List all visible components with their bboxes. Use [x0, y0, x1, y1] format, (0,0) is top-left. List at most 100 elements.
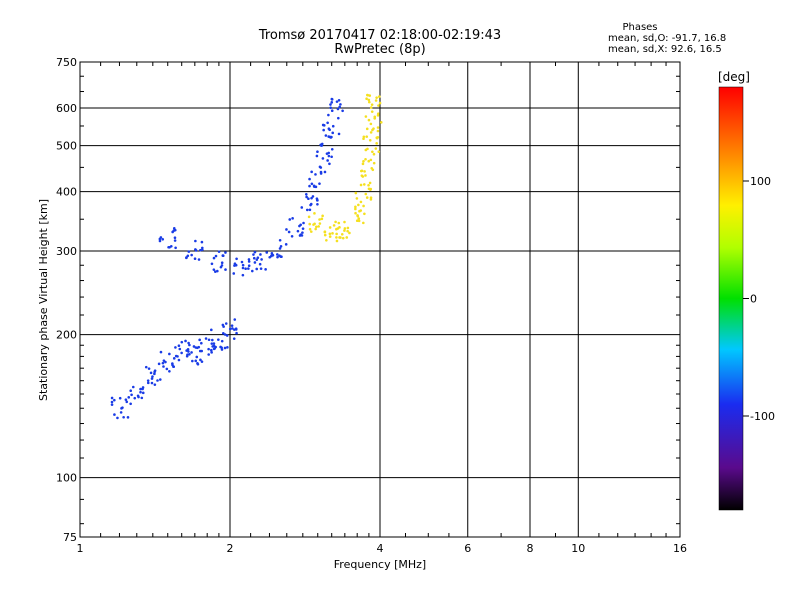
data-point — [184, 339, 187, 343]
data-point — [149, 371, 153, 375]
data-point — [337, 132, 341, 136]
data-point — [308, 208, 312, 212]
x-tick-label: 4 — [377, 542, 384, 555]
data-point — [369, 158, 373, 162]
x-tick-label: 1 — [77, 542, 84, 555]
data-point — [162, 359, 166, 362]
data-point — [168, 370, 171, 373]
data-point — [110, 396, 114, 400]
data-point — [198, 338, 201, 342]
data-point — [168, 246, 171, 249]
data-point — [371, 168, 375, 172]
data-point — [330, 98, 334, 101]
data-point — [379, 121, 383, 124]
data-point — [151, 375, 154, 378]
phases-header: Phases — [622, 22, 658, 33]
data-point — [326, 121, 329, 125]
data-point — [270, 254, 273, 258]
data-point — [331, 232, 334, 235]
data-point — [256, 256, 260, 260]
data-point — [323, 170, 327, 174]
data-point — [199, 248, 202, 252]
data-point — [144, 365, 148, 369]
data-point — [174, 346, 177, 349]
data-point — [153, 372, 156, 376]
data-point — [328, 162, 331, 166]
data-point — [323, 233, 327, 237]
data-point — [369, 122, 373, 126]
data-point — [317, 225, 320, 228]
data-point — [308, 184, 311, 188]
data-point — [180, 340, 184, 344]
data-point — [235, 331, 238, 335]
data-point — [187, 341, 190, 345]
data-point — [311, 195, 315, 198]
data-point — [338, 226, 341, 229]
data-point — [232, 272, 236, 275]
data-point — [305, 195, 308, 199]
data-point — [316, 150, 319, 154]
data-point — [137, 395, 140, 399]
data-point — [308, 177, 311, 181]
data-point — [313, 212, 316, 215]
data-point — [328, 232, 332, 236]
data-point — [327, 154, 331, 158]
y-tick-label: 200 — [56, 329, 77, 342]
data-point — [365, 135, 369, 138]
data-point — [348, 231, 351, 235]
data-point — [260, 258, 263, 261]
data-point — [335, 100, 339, 103]
data-point — [343, 220, 346, 224]
data-point — [354, 205, 357, 209]
data-point — [159, 236, 163, 239]
data-point — [194, 359, 198, 363]
data-point — [161, 361, 165, 365]
data-point — [309, 230, 313, 233]
data-point — [255, 258, 259, 261]
data-point — [210, 328, 213, 332]
data-point — [358, 209, 361, 213]
data-point — [212, 268, 216, 271]
data-point — [156, 379, 159, 382]
data-point — [299, 223, 302, 227]
data-point — [194, 248, 197, 251]
data-point — [354, 211, 357, 215]
data-point — [301, 231, 304, 234]
data-point — [180, 351, 183, 355]
data-point — [197, 258, 201, 261]
data-point — [368, 181, 372, 185]
data-point — [110, 400, 114, 404]
grid-lines — [80, 62, 680, 537]
data-point — [341, 236, 345, 240]
data-point — [214, 345, 217, 349]
data-point — [330, 147, 334, 151]
data-point — [377, 150, 381, 154]
y-tick-label: 300 — [56, 245, 77, 258]
data-point — [359, 183, 363, 187]
data-point — [331, 131, 335, 135]
data-point — [222, 325, 225, 328]
data-point — [177, 344, 181, 348]
data-point — [241, 273, 245, 277]
phase-colorbar — [718, 86, 744, 511]
data-point — [241, 263, 245, 267]
data-point — [158, 378, 162, 381]
data-point — [235, 257, 238, 261]
data-point — [367, 159, 371, 163]
data-point — [318, 165, 322, 169]
data-point — [171, 230, 174, 234]
data-point — [188, 353, 191, 356]
data-point — [362, 159, 365, 163]
data-point — [320, 142, 324, 146]
data-point — [116, 416, 119, 420]
data-point — [130, 393, 133, 397]
data-point — [259, 253, 262, 256]
data-point — [328, 226, 332, 229]
x-tick-label: 8 — [527, 542, 534, 555]
data-point — [174, 246, 177, 250]
data-point — [188, 343, 191, 347]
data-point — [207, 347, 210, 351]
data-point — [210, 348, 213, 352]
data-point — [341, 109, 344, 113]
data-point — [330, 109, 334, 112]
